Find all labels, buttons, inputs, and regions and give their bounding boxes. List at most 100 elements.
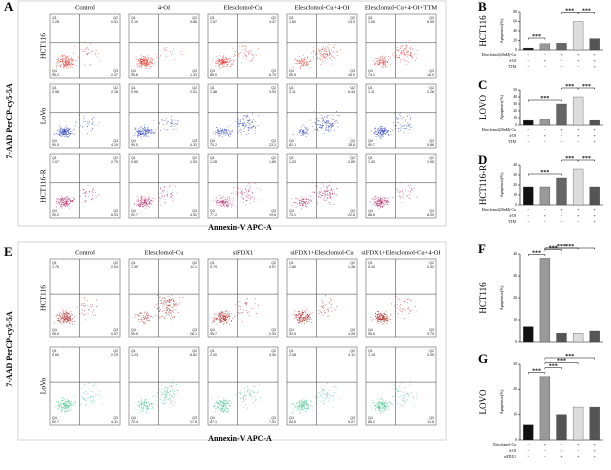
event-dot [302,63,304,65]
event-dot [323,54,325,56]
event-dot [87,305,89,307]
event-dot [382,314,384,316]
event-dot [140,312,142,314]
event-dot [165,299,167,301]
event-dot [145,133,147,135]
event-dot [150,128,152,130]
event-dot [62,398,64,400]
x-row-label: 4-OI [509,134,517,138]
significance-bracket [577,159,595,162]
event-dot [398,49,399,51]
event-dot [56,133,58,135]
event-dot [398,57,400,59]
event-dot [227,206,229,208]
event-dot [385,320,387,321]
event-dot [90,64,92,65]
event-dot [89,192,91,194]
event-dot [307,404,309,406]
significance-label: *** [565,244,574,250]
event-dot [145,64,147,66]
event-dot [164,315,166,317]
event-dot [138,59,140,61]
event-dot [244,125,246,127]
event-dot [248,119,250,121]
event-dot [143,407,145,409]
quadrant-percent: 28.8 [348,143,355,147]
event-dot [82,126,84,128]
event-dot [164,391,166,393]
event-dot [323,132,325,134]
event-dot [382,131,384,133]
event-dot [373,64,375,66]
flow-plot [286,258,358,338]
event-dot [167,191,168,193]
event-dot [394,384,396,386]
quadrant-name: Q3 [271,139,276,143]
event-dot [65,58,67,60]
x-row-sign: - [528,133,530,138]
event-dot [142,64,144,66]
event-dot [67,321,69,323]
event-dot [71,133,73,135]
quadrant-percent: 1.33 [190,73,197,77]
event-dot [377,134,379,136]
event-dot [330,299,332,301]
event-dot [320,56,322,58]
event-dot [70,315,71,316]
event-dot [172,389,174,391]
event-dot [162,392,164,394]
y-tick-label: 0 [515,48,517,52]
event-dot [221,57,223,59]
event-dot [401,311,403,313]
event-dot [62,202,64,204]
event-dot [135,58,137,60]
event-dot [245,395,247,397]
event-dot [307,316,309,318]
event-dot [229,133,231,135]
event-dot [305,206,307,207]
quadrant-name: Q2 [113,156,118,160]
event-dot [406,60,408,62]
event-dot [296,407,298,409]
event-dot [291,204,293,206]
event-dot [167,295,169,297]
event-dot [161,118,163,120]
event-dot [387,318,389,320]
event-dot [84,51,86,53]
event-dot [379,318,381,319]
event-dot [57,203,59,205]
bar [556,103,567,126]
event-dot [248,133,250,135]
event-dot [72,323,74,325]
event-dot [64,133,66,135]
event-dot [146,131,148,132]
event-dot [405,120,407,122]
event-dot [381,66,383,68]
event-dot [244,187,246,189]
event-dot [402,307,404,309]
quadrant-name: Q3 [192,328,197,332]
event-dot [140,127,142,129]
event-dot [55,405,57,407]
event-dot [383,199,385,201]
event-dot [218,201,220,203]
quadrant-percent: 1.07 [52,160,59,164]
event-dot [67,404,69,406]
event-dot [409,46,411,48]
event-dot [85,121,86,123]
event-dot [167,121,169,123]
event-dot [218,61,219,63]
event-dot [336,51,338,53]
event-dot [65,197,67,199]
event-dot [66,125,68,127]
event-dot [298,198,299,200]
event-dot [171,312,173,314]
event-dot [314,128,316,130]
event-dot [394,55,396,57]
event-dot [380,404,381,406]
event-dot [216,131,218,133]
event-dot [60,128,62,130]
event-dot [302,205,304,207]
quadrant-percent: 1.23 [131,353,138,357]
event-dot [58,131,60,132]
